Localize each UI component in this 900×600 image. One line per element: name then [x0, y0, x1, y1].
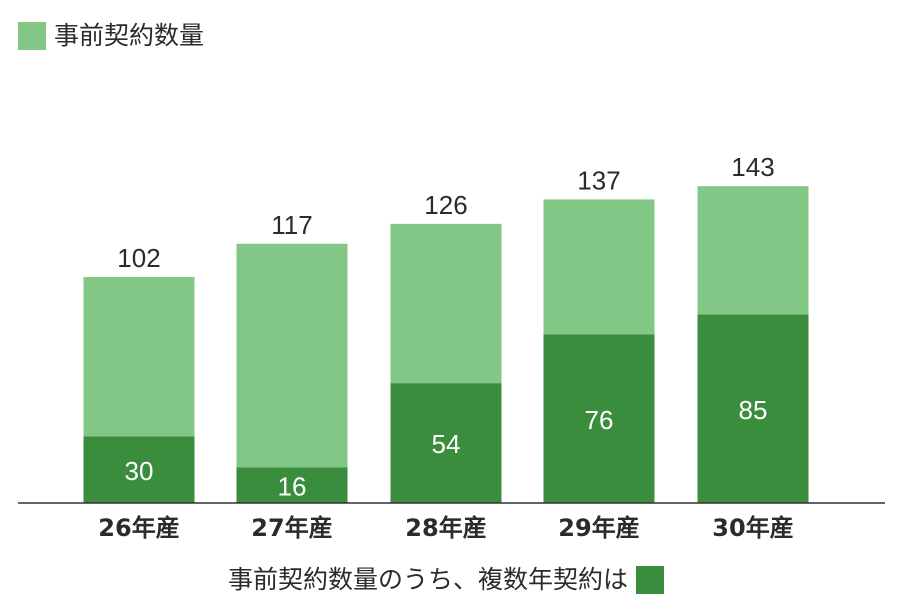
data-label-total-3: 126 [424, 190, 467, 220]
data-label-total-4: 137 [577, 165, 620, 195]
legend-top: 事前契約数量 [18, 18, 204, 54]
legend-swatch-light [18, 22, 46, 50]
bar-multiyear-5 [697, 314, 809, 503]
x-tick-label-4: 29年産 [558, 514, 639, 542]
legend-swatch-dark [636, 566, 664, 594]
data-label-multiyear-1: 30 [125, 456, 154, 486]
data-label-total-2: 117 [271, 210, 312, 240]
data-label-multiyear-4: 76 [585, 405, 614, 435]
bar-multiyear-2 [236, 467, 348, 503]
x-tick-label-1: 26年産 [98, 514, 179, 542]
data-label-multiyear-2: 16 [278, 471, 307, 501]
bar-multiyear-3 [390, 383, 502, 503]
x-tick-label-3: 28年産 [405, 514, 486, 542]
legend-label-multiyear: 事前契約数量のうち、複数年契約は [227, 565, 628, 594]
data-label-multiyear-3: 54 [432, 429, 461, 459]
data-label-multiyear-5: 85 [739, 395, 768, 425]
bar-total-2 [236, 243, 348, 503]
x-tick-label-5: 30年産 [712, 514, 793, 542]
data-label-total-5: 143 [731, 152, 774, 182]
legend-label-total: 事前契約数量 [54, 21, 205, 50]
x-tick-label-2: 27年産 [251, 514, 332, 542]
data-label-total-1: 102 [117, 243, 160, 273]
legend-bottom: 事前契約数量のうち、複数年契約は [0, 562, 900, 598]
bar-multiyear-4 [543, 334, 655, 503]
bar-multiyear-1 [83, 436, 195, 503]
